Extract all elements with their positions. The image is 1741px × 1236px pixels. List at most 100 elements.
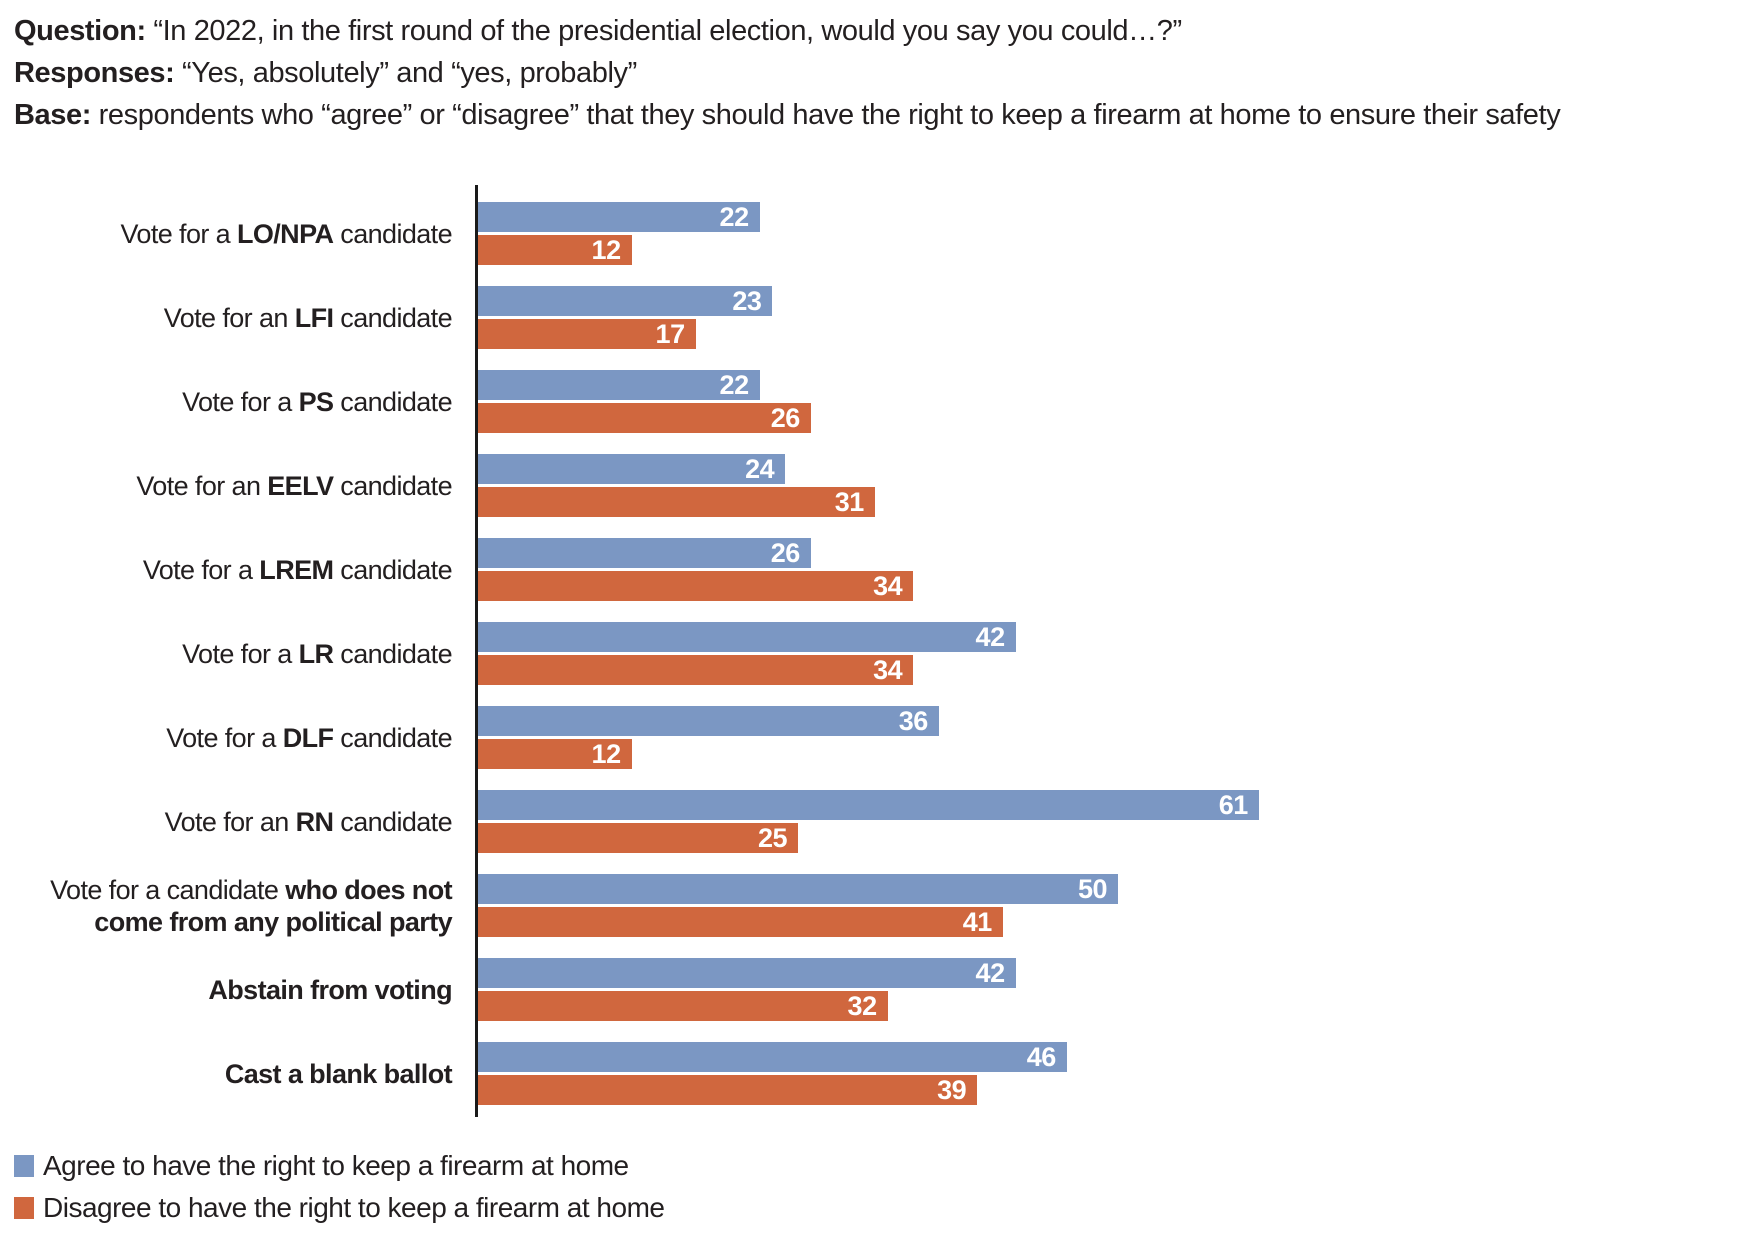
bar-pair: 42 32 — [478, 958, 1016, 1021]
bar-pair: 26 34 — [478, 538, 914, 601]
bar-pair: 50 41 — [478, 874, 1118, 937]
bar-value-label: 41 — [962, 906, 993, 937]
bar-value-label: 25 — [757, 822, 788, 853]
category-label-text: Vote for a DLF candidate — [166, 722, 452, 753]
chart-row: Vote for a LR candidate 42 34 — [0, 622, 1259, 685]
agree-bar: 26 — [478, 538, 811, 568]
disagree-bar: 34 — [478, 654, 914, 685]
bar-value-label: 17 — [655, 318, 686, 349]
bar-value-label: 39 — [937, 1074, 967, 1105]
agree-bar: 23 — [478, 285, 773, 316]
chart-row: Vote for an LFI candidate 23 17 — [0, 286, 1259, 349]
category-label-text: Vote for a PS candidate — [182, 386, 453, 417]
category-label-text: Abstain from voting — [208, 974, 452, 1005]
bar-pair: 36 12 — [478, 706, 939, 769]
question-text: “In 2022, in the first round of the pres… — [145, 15, 1182, 47]
agree-bar: 61 — [478, 790, 1259, 820]
bar-pair: 23 17 — [478, 285, 773, 349]
bar-value-label: 22 — [719, 369, 750, 400]
category-label: Abstain from voting — [0, 958, 478, 1021]
agree-swatch-icon — [14, 1155, 34, 1177]
chart-row: Abstain from voting 42 32 — [0, 958, 1259, 1021]
disagree-bar: 31 — [478, 487, 875, 517]
disagree-bar: 39 — [478, 1074, 978, 1105]
disagree-bar: 34 — [478, 570, 914, 601]
chart-row: Vote for a LO/NPA candidate 22 12 — [0, 202, 1259, 265]
category-label-text: Vote for a LREM candidate — [142, 554, 453, 585]
category-label: Vote for an LFI candidate — [0, 286, 478, 349]
disagree-bar: 32 — [478, 991, 888, 1021]
agree-bar: 42 — [478, 958, 1016, 988]
category-label: Vote for an RN candidate — [0, 790, 478, 853]
bar-value-label: 12 — [591, 234, 622, 265]
base-text: respondents who “agree” or “disagree” th… — [91, 99, 1561, 131]
category-label: Vote for a LO/NPA candidate — [0, 202, 478, 265]
bar-value-label: 42 — [975, 957, 1006, 988]
chart-row: Vote for an EELV candidate 24 31 — [0, 454, 1259, 517]
bar-value-label: 12 — [591, 738, 622, 769]
category-label-text: Vote for an LFI candidate — [163, 302, 453, 333]
bar-value-label: 46 — [1026, 1041, 1057, 1072]
chart-row: Vote for a PS candidate 22 26 — [0, 370, 1259, 433]
bar-value-label: 24 — [745, 453, 775, 484]
bar-value-label: 31 — [834, 486, 865, 517]
category-label: Vote for a candidate who does not come f… — [0, 874, 478, 937]
bar-pair: 46 39 — [478, 1042, 1067, 1105]
bar-value-label: 34 — [873, 654, 903, 685]
responses-line: Responses: “Yes, absolutely” and “yes, p… — [14, 52, 1560, 94]
legend-label-disagree: Disagree to have the right to keep a fir… — [43, 1192, 665, 1223]
category-label: Vote for a DLF candidate — [0, 706, 478, 769]
bar-value-label: 36 — [898, 705, 929, 736]
category-label-text: Vote for a candidate who does not come f… — [50, 874, 452, 937]
bar-pair: 24 31 — [478, 454, 875, 517]
category-label-text: Vote for an RN candidate — [164, 806, 453, 837]
bar-value-label: 34 — [873, 570, 903, 601]
category-label: Cast a blank ballot — [0, 1042, 478, 1105]
disagree-swatch-icon — [14, 1197, 34, 1219]
bar-pair: 22 12 — [478, 202, 760, 265]
chart-header: Question: “In 2022, in the first round o… — [14, 10, 1561, 136]
category-label: Vote for a LREM candidate — [0, 538, 478, 601]
responses-text: “Yes, absolutely” and “yes, probably” — [174, 57, 637, 89]
category-label: Vote for a LR candidate — [0, 622, 478, 685]
category-label-text: Vote for a LO/NPA candidate — [120, 218, 453, 249]
chart-row: Vote for a DLF candidate 36 12 — [0, 706, 1259, 769]
disagree-bar: 25 — [478, 823, 798, 853]
base-line: Base: respondents who “agree” or “disagr… — [14, 94, 1561, 136]
responses-label: Responses: — [14, 57, 175, 89]
category-label: Vote for an EELV candidate — [0, 454, 478, 517]
disagree-bar: 12 — [478, 739, 632, 769]
agree-bar: 22 — [478, 202, 760, 232]
bar-pair: 22 26 — [478, 370, 811, 433]
bar-value-label: 61 — [1218, 789, 1249, 820]
bar-value-label: 32 — [847, 990, 878, 1021]
agree-bar: 50 — [478, 874, 1118, 904]
bar-value-label: 26 — [770, 537, 801, 568]
category-label-text: Vote for a LR candidate — [182, 638, 452, 669]
category-label: Vote for a PS candidate — [0, 370, 478, 433]
chart-row: Vote for an RN candidate 61 25 — [0, 790, 1259, 853]
category-label-text: Cast a blank ballot — [224, 1058, 453, 1089]
base-label: Base: — [14, 99, 91, 131]
legend-label-agree: Agree to have the right to keep a firear… — [43, 1150, 629, 1181]
bar-value-label: 42 — [975, 621, 1006, 652]
disagree-bar: 26 — [478, 403, 811, 433]
legend-item-agree: Agree to have the right to keep a firear… — [14, 1150, 664, 1182]
bar-value-label: 50 — [1077, 873, 1108, 904]
chart-rows: Vote for a LO/NPA candidate 22 12 Vote for … — [0, 202, 1259, 1126]
category-label-text: Vote for an EELV candidate — [136, 470, 452, 501]
agree-bar: 36 — [478, 706, 939, 736]
disagree-bar: 12 — [478, 235, 632, 265]
y-axis-line — [475, 185, 478, 1117]
agree-bar: 24 — [478, 453, 786, 484]
agree-bar: 46 — [478, 1042, 1067, 1072]
chart-legend: Agree to have the right to keep a firear… — [14, 1150, 665, 1224]
bar-value-label: 26 — [770, 402, 801, 433]
disagree-bar: 17 — [478, 319, 696, 349]
bar-value-label: 23 — [732, 285, 762, 316]
bar-value-label: 22 — [719, 201, 750, 232]
disagree-bar: 41 — [478, 907, 1003, 937]
legend-item-disagree: Disagree to have the right to keep a fir… — [14, 1192, 665, 1224]
chart-row: Cast a blank ballot 46 39 — [0, 1042, 1259, 1105]
agree-bar: 42 — [478, 622, 1016, 652]
